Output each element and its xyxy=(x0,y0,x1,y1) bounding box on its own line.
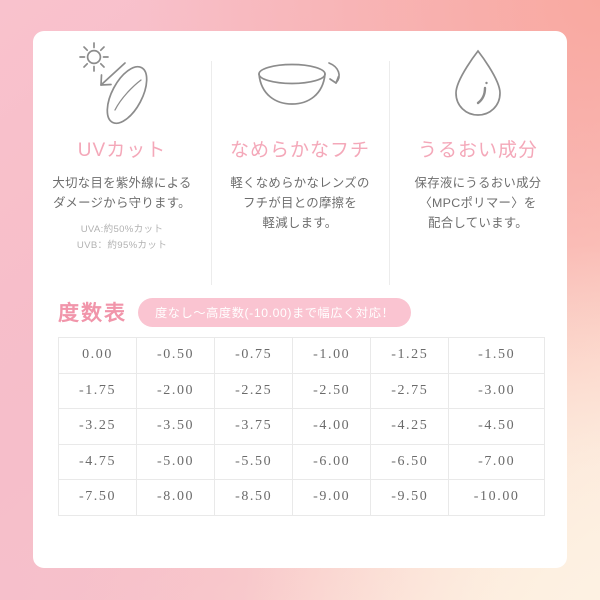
power-value-cell: -1.00 xyxy=(292,337,372,374)
feature-description: 大切な目を紫外線による ダメージから守ります。 xyxy=(52,173,191,213)
power-value-cell: -7.50 xyxy=(57,479,138,516)
power-table: 0.00 -0.50 -0.75 -1.00 -1.25 -1.50 -1.75 -2.00-… xyxy=(57,337,545,516)
power-value-cell: -0.50 xyxy=(136,337,216,374)
power-value-cell: -2.50 xyxy=(292,372,372,409)
power-value-cell: -5.50 xyxy=(214,443,294,480)
power-value-cell: -9.00 xyxy=(292,479,372,516)
power-value-cell: -1.50 xyxy=(448,337,545,374)
power-table-section: 度数表 度なし～高度数(-10.00)まで幅広く対応！ 0.00 -0.50 -0.… xyxy=(33,289,567,516)
water-droplet-icon xyxy=(423,35,533,133)
table-row: 0.00 -0.50 -0.75 -1.00 -1.25 -1.50 xyxy=(57,337,545,374)
desc-line: 軽くなめらかなレンズの xyxy=(230,176,370,190)
power-value-cell: 0.00 xyxy=(57,337,138,374)
power-value-cell: -3.25 xyxy=(57,408,138,445)
power-value-cell: -4.00 xyxy=(292,408,372,445)
product-info-card: UVカット 大切な目を紫外線による ダメージから守ります。 UVA:約50%カッ… xyxy=(33,31,567,568)
power-table-header: 度数表 度なし～高度数(-10.00)まで幅広く対応！ xyxy=(58,289,542,335)
power-value-cell: -4.75 xyxy=(57,443,138,480)
power-range-badge: 度なし～高度数(-10.00)まで幅広く対応！ xyxy=(138,297,412,327)
feature-subnote: UVA:約50%カット UVB：約95%カット xyxy=(77,222,167,253)
feature-smooth-edge: なめらかなフチ 軽くなめらかなレンズの フチが目との摩擦を 軽減します。 xyxy=(211,35,389,289)
power-value-cell: -8.00 xyxy=(136,479,216,516)
table-row: -7.50 -8.00 -8.50 -9.00 -9.50 -10.00 xyxy=(57,479,545,516)
power-table-title: 度数表 xyxy=(58,302,127,325)
power-value-cell: -7.00 xyxy=(448,443,545,480)
desc-line: 〈MPCポリマー〉を xyxy=(419,196,537,211)
desc-line: 配合しています。 xyxy=(428,216,528,231)
power-value-cell: -2.75 xyxy=(370,372,450,409)
table-row: -1.75 -2.00 -2.25 -2.50 -2.75 -3.00 xyxy=(57,372,545,409)
power-value-cell: -6.50 xyxy=(370,443,450,480)
feature-title: うるおい成分 xyxy=(417,140,538,161)
desc-line: 保存液にうるおい成分 xyxy=(414,176,542,190)
desc-line: 大切な目を紫外線による xyxy=(52,176,192,190)
power-value-cell: -4.50 xyxy=(448,408,545,445)
feature-moisture: うるおい成分 保存液にうるおい成分 〈MPCポリマー〉を 配合しています。 xyxy=(389,35,567,289)
sun-uv-lens-icon xyxy=(67,35,177,133)
power-value-cell: -2.00 xyxy=(136,372,216,409)
smooth-lens-edge-icon xyxy=(245,35,355,133)
desc-line: フチが目との摩擦を xyxy=(242,196,358,211)
power-value-cell: -9.50 xyxy=(370,479,450,516)
power-value-cell: -0.75 xyxy=(214,337,294,374)
feature-title: なめらかなフチ xyxy=(229,140,370,161)
power-value-cell: -1.25 xyxy=(370,337,450,374)
feature-title: UVカット xyxy=(77,140,167,161)
table-row: -4.75 -5.00 -5.50 -6.00 -6.50 -7.00 xyxy=(57,443,545,480)
feature-description: 保存液にうるおい成分 〈MPCポリマー〉を 配合しています。 xyxy=(415,173,542,233)
feature-row: UVカット 大切な目を紫外線による ダメージから守ります。 UVA:約50%カッ… xyxy=(33,31,567,289)
power-value-cell: -4.25 xyxy=(370,408,450,445)
power-value-cell: -3.00 xyxy=(448,372,545,409)
desc-line: 軽減します。 xyxy=(262,216,338,231)
table-row: -3.25 -3.50 -3.75 -4.00 -4.25 -4.50 xyxy=(57,408,545,445)
subnote-line: UVA:約50%カット xyxy=(80,224,164,236)
power-value-cell: -3.75 xyxy=(214,408,294,445)
power-value-cell: -2.25 xyxy=(214,372,294,409)
subnote-line: UVB：約95%カット xyxy=(76,239,168,251)
desc-line: ダメージから守ります。 xyxy=(53,196,191,211)
feature-uv-cut: UVカット 大切な目を紫外線による ダメージから守ります。 UVA:約50%カッ… xyxy=(33,35,211,289)
power-value-cell: -6.00 xyxy=(292,443,372,480)
power-value-cell: -10.00 xyxy=(448,479,545,516)
power-value-cell: -3.50 xyxy=(136,408,216,445)
power-value-cell: -1.75 xyxy=(57,372,138,409)
power-value-cell: -8.50 xyxy=(214,479,294,516)
power-value-cell: -5.00 xyxy=(136,443,216,480)
feature-description: 軽くなめらかなレンズの フチが目との摩擦を 軽減します。 xyxy=(230,173,369,233)
